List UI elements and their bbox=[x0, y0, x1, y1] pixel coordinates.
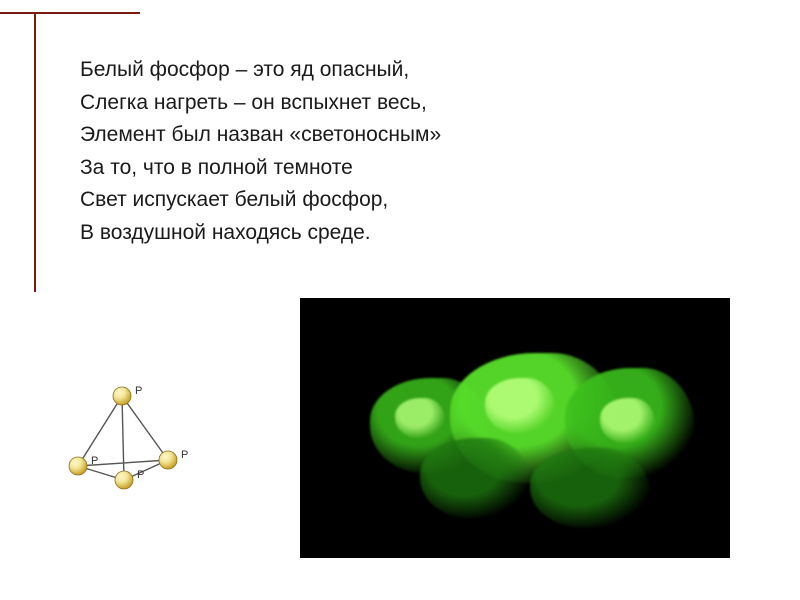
corner-rule-h bbox=[0, 12, 140, 14]
corner-rule-v bbox=[34, 12, 36, 292]
poem-line: Элемент был назван «светоносным» bbox=[80, 119, 760, 152]
svg-text:P: P bbox=[135, 385, 142, 397]
molecule-svg: P P P P bbox=[60, 380, 190, 500]
molecule-nodes: P P P P bbox=[69, 385, 188, 489]
poem-block: Белый фосфор – это яд опасный, Слегка на… bbox=[80, 54, 760, 249]
molecule-diagram: P P P P bbox=[60, 380, 190, 500]
svg-text:P: P bbox=[181, 449, 188, 461]
molecule-edges bbox=[78, 396, 168, 480]
phosphorus-glow-image bbox=[300, 298, 730, 558]
poem-line: Белый фосфор – это яд опасный, bbox=[80, 54, 760, 87]
corner-rule bbox=[0, 0, 140, 26]
poem-line: За то, что в полной темноте bbox=[80, 152, 760, 185]
poem-line: Свет испускает белый фосфор, bbox=[80, 184, 760, 217]
poem-line: В воздушной находясь среде. bbox=[80, 217, 760, 250]
poem-line: Слегка нагреть – он вспыхнет весь, bbox=[80, 87, 760, 120]
svg-text:P: P bbox=[91, 455, 98, 467]
svg-text:P: P bbox=[137, 469, 144, 481]
